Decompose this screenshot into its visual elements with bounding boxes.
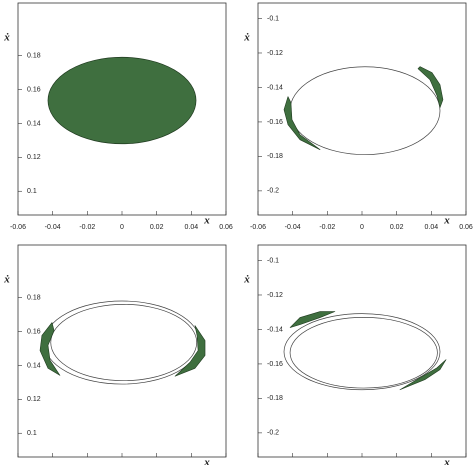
x-axis-label: x [443,215,450,227]
x-tick-label: -0.04 [285,224,301,231]
y-tick-label: 0.18 [27,52,41,59]
y-tick-label: 0.1 [27,430,37,437]
y-tick-label: -0.2 [267,430,279,437]
phase-filament [289,311,336,328]
plot-frame [257,244,467,458]
y-tick-label: 0.14 [27,362,41,369]
x-tick-label: 0.02 [150,224,164,231]
phase-filament [39,322,61,376]
y-tick-label: -0.16 [267,361,283,368]
x-tick-label: 0.04 [425,224,439,231]
y-tick-label: -0.14 [267,84,283,91]
y-tick-label: -0.18 [267,395,283,402]
x-tick-label: 0 [120,224,124,231]
x-tick-label: -0.02 [319,224,335,231]
x-axis-label: x [203,215,210,227]
y-tick-label: -0.12 [267,292,283,299]
y-tick-label: -0.18 [267,153,283,160]
phase-region [283,313,441,391]
phase-region [289,66,441,156]
x-axis-label: x [443,457,450,465]
y-tick-label: -0.16 [267,119,283,126]
y-tick-label: 0.18 [27,294,41,301]
x-axis-label: x [203,457,210,465]
y-axis-label: ẋ [3,32,10,44]
phase-region [289,317,438,389]
x-tick-label: -0.02 [79,224,95,231]
y-tick-label: -0.1 [267,257,279,264]
x-tick-label: -0.04 [45,224,61,231]
y-tick-label: 0.16 [27,328,41,335]
phase-filament [283,96,321,150]
phase-filament [399,359,447,391]
y-tick-label: -0.1 [267,15,279,22]
y-tick-label: -0.12 [267,50,283,57]
phase-region [50,304,198,382]
x-tick-label: -0.06 [10,224,26,231]
phase-region [43,300,201,385]
y-tick-label: 0.12 [27,396,41,403]
phase-filament [174,325,206,377]
x-tick-label: -0.06 [250,224,266,231]
x-tick-label: 0.06 [219,224,233,231]
x-tick-label: 0.02 [390,224,404,231]
y-tick-label: 0.14 [27,120,41,127]
phase-filament [417,66,444,108]
y-tick-label: 0.16 [27,86,41,93]
y-tick-label: -0.2 [267,188,279,195]
y-tick-label: -0.14 [267,326,283,333]
phase-region [47,56,197,145]
y-axis-label: ẋ [3,274,10,286]
x-tick-label: 0.04 [185,224,199,231]
x-tick-label: 0 [360,224,364,231]
y-axis-label: ẋ [243,274,250,286]
y-tick-label: 0.1 [27,188,37,195]
y-tick-label: 0.12 [27,154,41,161]
x-tick-label: 0.06 [459,224,473,231]
y-axis-label: ẋ [243,32,250,44]
